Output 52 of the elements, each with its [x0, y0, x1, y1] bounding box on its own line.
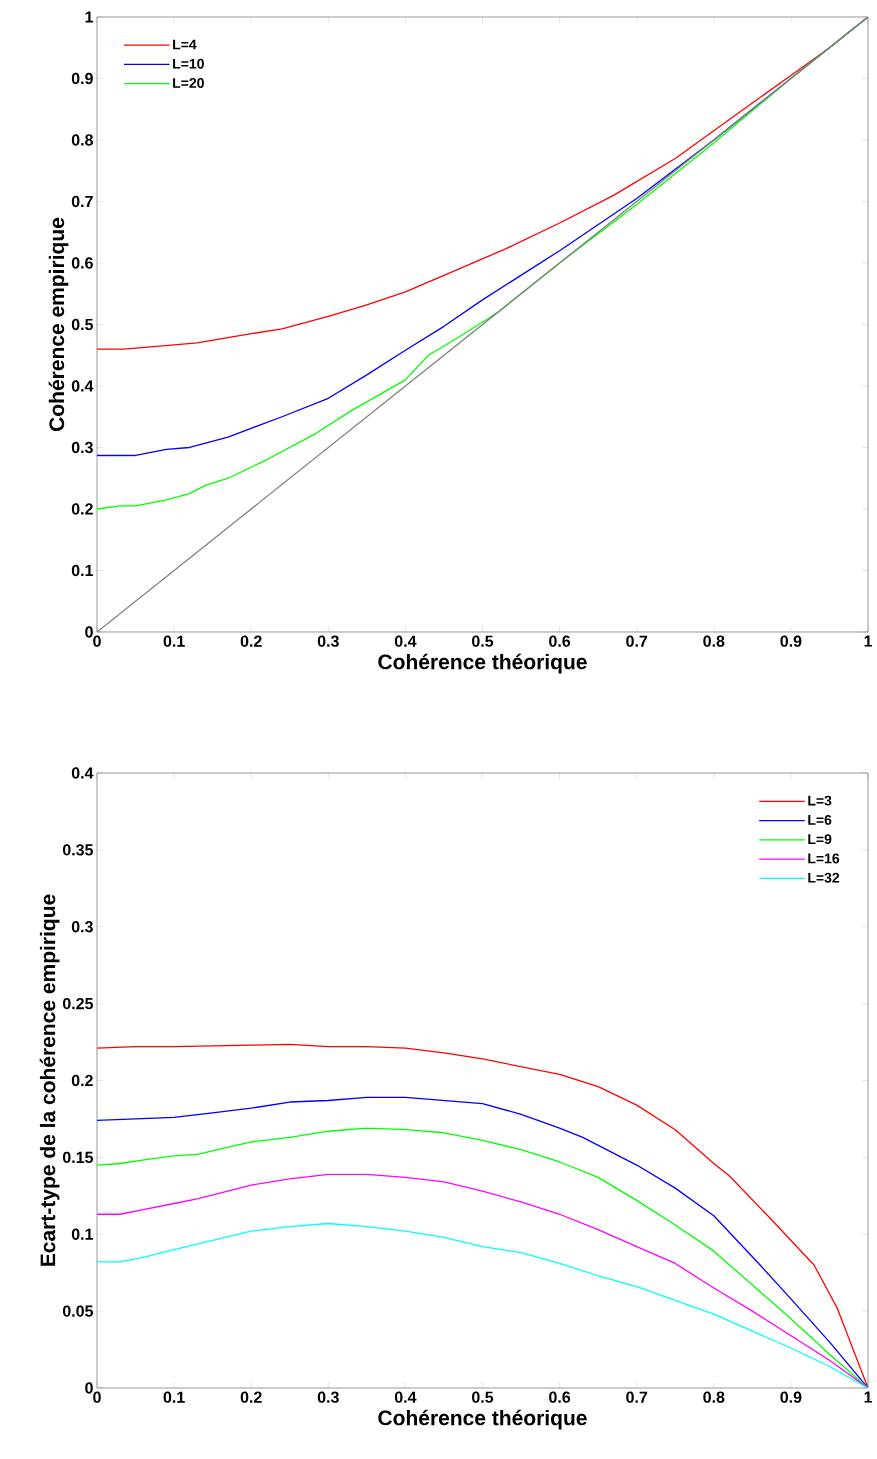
y-tick-label: 0: [85, 626, 93, 638]
y-tick-label: 0.2: [71, 503, 93, 515]
x-axis-title: Cohérence théorique: [378, 1409, 587, 1430]
x-tick-label: 0.9: [780, 635, 802, 647]
y-tick-label: 0.9: [71, 72, 93, 85]
legend-label: L=6: [808, 814, 832, 825]
y-tick-label: 0.05: [62, 1305, 94, 1317]
y-tick-label: 0.15: [62, 1151, 94, 1164]
y-tick-label: 0.1: [71, 564, 94, 577]
x-tick-label: 0.6: [549, 635, 571, 647]
legend-label: L=32: [808, 872, 840, 883]
x-tick-label: 0.3: [317, 1391, 339, 1403]
y-tick-label: 0.25: [62, 997, 94, 1010]
legend-label: L=20: [173, 78, 204, 88]
y-tick-label: 1: [85, 11, 94, 23]
y-axis-title: Ecart-type de la cohérence empirique: [39, 894, 60, 1266]
y-tick-label: 0.2: [71, 1074, 93, 1087]
y-axis-title: Cohérence empirique: [48, 217, 69, 431]
legend-label: L=3: [808, 795, 832, 806]
y-tick-label: 0: [85, 1382, 93, 1394]
x-tick-label: 1: [864, 635, 872, 647]
x-tick-label: 0.8: [703, 1391, 725, 1403]
x-tick-label: 0.4: [394, 635, 417, 647]
x-tick-label: 0.2: [240, 1391, 262, 1403]
legend-label: L=10: [173, 58, 204, 69]
x-tick-label: 0.1: [163, 635, 185, 647]
x-tick-label: 0.6: [549, 1391, 571, 1403]
y-tick-label: 0.35: [62, 844, 94, 856]
y-tick-label: 0.3: [71, 921, 93, 933]
y-tick-label: 0.4: [71, 767, 94, 779]
x-tick-label: 0.5: [472, 1391, 494, 1403]
x-tick-label: 0.4: [394, 1391, 417, 1403]
x-tick-label: 0.9: [780, 1391, 802, 1403]
x-tick-label: 0.1: [163, 1391, 185, 1403]
legend-label: L=16: [808, 853, 840, 864]
x-tick-label: 0.2: [240, 635, 262, 647]
x-tick-label: 0.8: [703, 635, 725, 647]
x-tick-label: 0.5: [472, 635, 494, 647]
y-tick-label: 0.6: [71, 257, 93, 269]
x-tick-label: 0.7: [626, 635, 648, 647]
legend-label: L=9: [808, 834, 832, 845]
y-tick-label: 0.1: [71, 1228, 94, 1240]
y-tick-label: 0.7: [71, 195, 93, 208]
y-tick-label: 0.5: [71, 318, 94, 331]
x-axis-title: Cohérence théorique: [378, 653, 587, 674]
x-tick-label: 0.7: [626, 1391, 648, 1403]
y-tick-label: 0.3: [71, 441, 93, 454]
y-tick-label: 0.4: [71, 380, 94, 392]
y-tick-label: 0.8: [71, 134, 93, 146]
legend-label: L=4: [173, 39, 197, 50]
x-tick-label: 0.3: [317, 635, 339, 647]
x-tick-label: 1: [864, 1391, 872, 1403]
